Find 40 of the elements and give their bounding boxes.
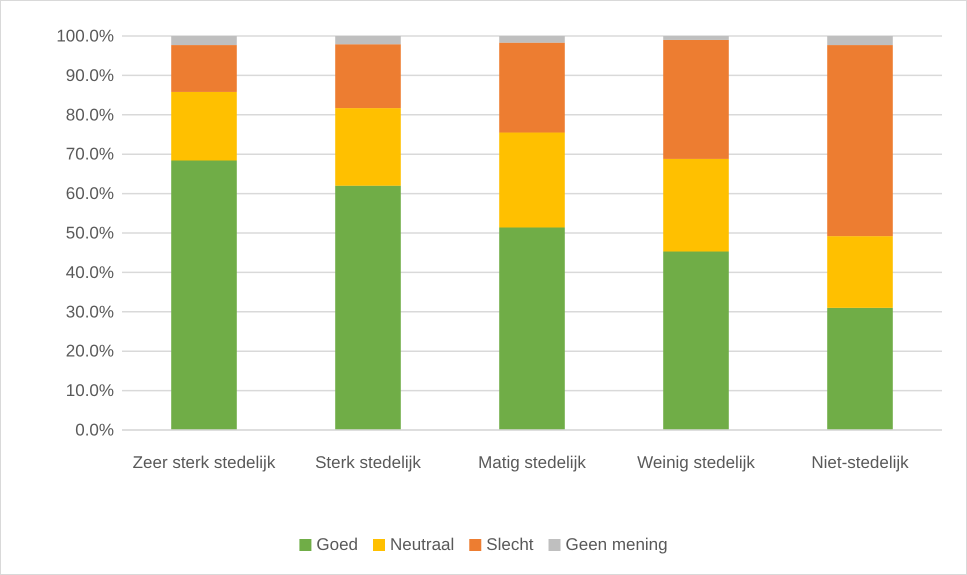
bar bbox=[499, 227, 565, 430]
y-tick-label: 100.0% bbox=[56, 26, 114, 46]
bar bbox=[827, 308, 893, 430]
bar bbox=[827, 36, 893, 46]
bar bbox=[335, 186, 401, 430]
y-tick-label: 90.0% bbox=[66, 66, 114, 85]
bar bbox=[827, 236, 893, 308]
bar bbox=[663, 40, 729, 159]
legend-label: Geen mening bbox=[566, 535, 668, 554]
bar bbox=[827, 45, 893, 236]
y-tick-label: 80.0% bbox=[66, 105, 114, 124]
bar bbox=[663, 158, 729, 252]
bar bbox=[335, 36, 401, 44]
x-tick-label: Sterk stedelijk bbox=[315, 453, 422, 472]
bar bbox=[335, 44, 401, 108]
bar bbox=[335, 108, 401, 186]
bar bbox=[499, 132, 565, 228]
y-tick-label: 0.0% bbox=[75, 420, 114, 440]
bar bbox=[499, 42, 565, 133]
bar bbox=[171, 45, 237, 92]
y-tick-label: 20.0% bbox=[66, 342, 114, 361]
bar bbox=[171, 36, 237, 46]
legend-label: Neutraal bbox=[390, 535, 454, 554]
y-tick-label: 50.0% bbox=[66, 223, 114, 242]
legend-label: Goed bbox=[316, 535, 358, 554]
bar bbox=[499, 36, 565, 43]
y-tick-label: 30.0% bbox=[66, 302, 114, 322]
y-tick-label: 60.0% bbox=[66, 184, 114, 204]
x-tick-label: Niet-stedelijk bbox=[811, 453, 910, 472]
legend-label: Slecht bbox=[486, 535, 534, 554]
y-tick-label: 40.0% bbox=[66, 262, 114, 282]
bar bbox=[663, 252, 729, 430]
bar bbox=[171, 92, 237, 161]
bar bbox=[171, 160, 237, 430]
y-tick-label: 70.0% bbox=[66, 144, 114, 164]
x-tick-label: Matig stedelijk bbox=[478, 453, 586, 472]
x-tick-label: Zeer sterk stedelijk bbox=[132, 453, 276, 472]
bar bbox=[663, 36, 729, 40]
y-tick-label: 10.0% bbox=[66, 381, 114, 400]
x-tick-label: Weinig stedelijk bbox=[637, 453, 756, 472]
